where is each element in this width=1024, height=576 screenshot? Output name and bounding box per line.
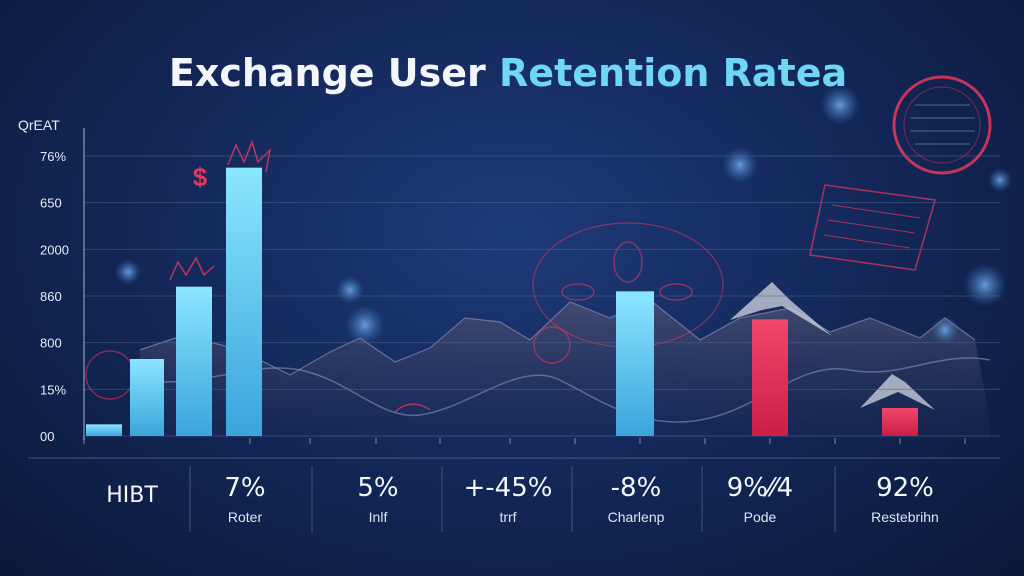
bar bbox=[176, 286, 212, 436]
y-tick-label: 2000 bbox=[40, 242, 69, 257]
stat-value: 92% bbox=[876, 473, 934, 503]
bar bbox=[86, 424, 122, 436]
y-tick-label: 15% bbox=[40, 382, 66, 397]
trend-curve-decoration bbox=[139, 357, 991, 423]
chart-title: Exchange User Retention Ratea bbox=[169, 51, 847, 95]
bar bbox=[882, 408, 918, 436]
title-part-2: Retention Ratea bbox=[499, 51, 847, 95]
stat-value: HIBT bbox=[106, 483, 158, 508]
stat-label: Pode bbox=[744, 509, 777, 525]
background-decoration: $ bbox=[85, 75, 1012, 438]
stat-value: 5% bbox=[357, 473, 398, 503]
stat-label: Charlenp bbox=[608, 509, 665, 525]
y-axis-tick-labels: 76% 650 2000 860 800 15% 00 bbox=[40, 149, 69, 444]
y-tick-label: 76% bbox=[40, 149, 66, 164]
stats-strip: HIBT 7% Roter 5% Inlf +-45% trrf -8% Charlenp 9%⁄… bbox=[106, 466, 939, 532]
stat-value: 7% bbox=[224, 473, 265, 503]
bar bbox=[226, 167, 262, 436]
stat-value: -8% bbox=[611, 473, 662, 503]
y-tick-label: 860 bbox=[40, 289, 62, 304]
stat-label: Roter bbox=[228, 509, 263, 525]
y-tick-label: 00 bbox=[40, 429, 54, 444]
spike-shape-decoration bbox=[730, 282, 935, 410]
stat-value: +-45% bbox=[464, 473, 553, 503]
stat-label: trrf bbox=[499, 509, 516, 525]
title-part-1: Exchange User bbox=[169, 51, 499, 95]
bar bbox=[752, 319, 788, 436]
y-axis-label: QrEAT bbox=[18, 117, 60, 133]
x-axis-ticks bbox=[83, 438, 966, 444]
stat-label: Restebrihn bbox=[871, 509, 939, 525]
y-tick-label: 650 bbox=[40, 196, 62, 211]
y-tick-label: 800 bbox=[40, 336, 62, 351]
mountain-ridge-line bbox=[139, 299, 976, 376]
document-card-icon bbox=[809, 184, 936, 271]
bar bbox=[616, 291, 654, 436]
stat-value: 9%⁄⁄4 bbox=[727, 473, 793, 503]
bar-series bbox=[86, 167, 918, 436]
stat-label: Inlf bbox=[369, 509, 388, 525]
dollar-icon: $ bbox=[193, 162, 208, 192]
bar bbox=[130, 359, 164, 436]
hud-ring-icon bbox=[892, 75, 992, 175]
